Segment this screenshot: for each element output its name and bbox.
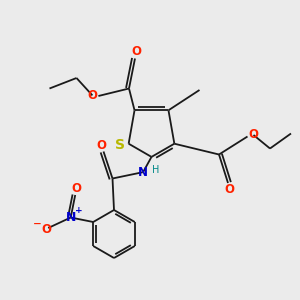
Text: O: O <box>96 139 106 152</box>
Text: N: N <box>65 211 76 224</box>
Text: N: N <box>138 166 148 179</box>
Text: O: O <box>42 223 52 236</box>
Text: O: O <box>131 45 141 58</box>
Text: −: − <box>32 218 41 229</box>
Text: S: S <box>115 138 125 152</box>
Text: O: O <box>224 183 235 196</box>
Text: H: H <box>152 165 160 175</box>
Text: O: O <box>87 89 98 102</box>
Text: O: O <box>72 182 82 196</box>
Text: O: O <box>248 128 259 142</box>
Text: +: + <box>75 206 83 215</box>
